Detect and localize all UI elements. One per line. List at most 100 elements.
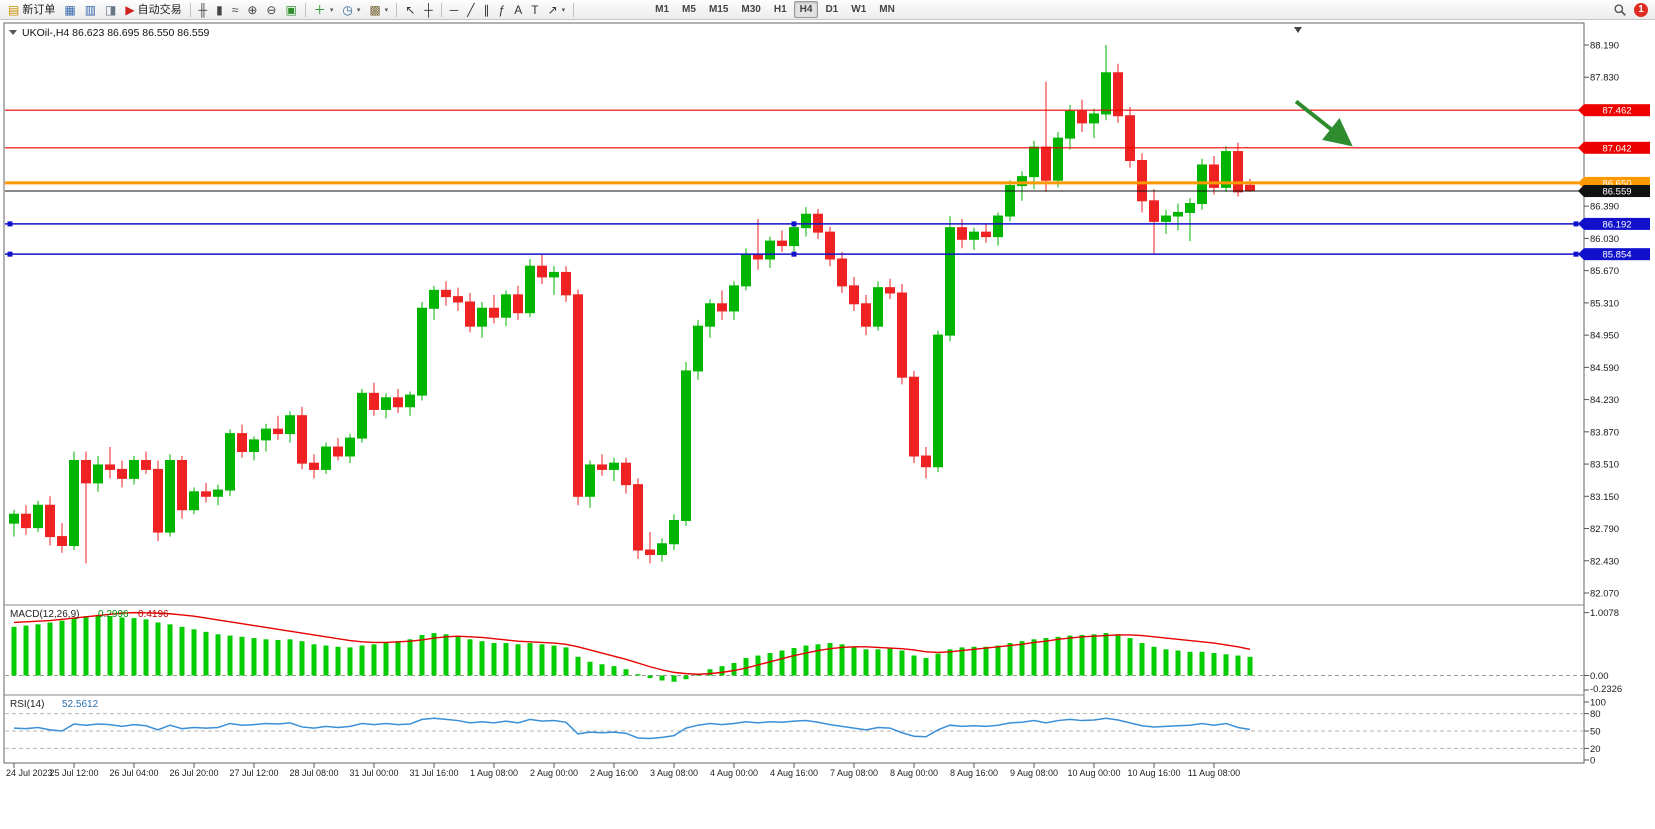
- current-price-badge: [1584, 185, 1650, 198]
- trendline-icon: ╱: [467, 2, 475, 17]
- templates-icon: ▩: [369, 2, 381, 17]
- price-badge-87042: [1584, 141, 1650, 154]
- timeframe-mn[interactable]: MN: [879, 4, 895, 15]
- candlestick-chart-button[interactable]: ▮: [212, 1, 227, 19]
- time-tick-label: 31 Jul 00:00: [349, 768, 398, 778]
- new-order-button[interactable]: ▤ 新订单: [4, 1, 59, 19]
- price-tick-label: 82.790: [1590, 524, 1619, 535]
- channel-button[interactable]: ∥: [480, 1, 494, 19]
- price-tick-label: 86.390: [1590, 202, 1619, 213]
- toolbar-right: 1: [1613, 2, 1651, 17]
- one-click-trading-icon[interactable]: [9, 30, 17, 35]
- tile-windows-icon: ▣: [285, 2, 297, 17]
- crosshair-button[interactable]: ┼: [420, 1, 437, 19]
- macd-axis-label: 1.0078: [1590, 608, 1619, 619]
- line-chart-button[interactable]: ≈: [228, 1, 243, 19]
- templates-button[interactable]: ▩ ▾: [365, 1, 392, 19]
- timeframe-m1[interactable]: M1: [655, 4, 670, 15]
- timeframe-toolbar: M1 M5 M15 M30 H1 H4 D1 W1 MN: [649, 1, 901, 18]
- support-line-86192-handle[interactable]: [7, 221, 13, 227]
- horizontal-line-icon: ─: [449, 2, 459, 17]
- timeframe-d1[interactable]: D1: [825, 4, 839, 15]
- cursor-button[interactable]: ↖: [401, 1, 419, 19]
- timeframe-m5[interactable]: M5: [682, 4, 696, 15]
- indicators-icon: ＋: [313, 2, 326, 17]
- trendline-button[interactable]: ╱: [463, 1, 478, 19]
- tile-windows-button[interactable]: ▣: [281, 1, 300, 19]
- text-label-button[interactable]: T: [527, 1, 542, 19]
- time-tick-label: 2 Aug 00:00: [530, 768, 578, 778]
- trend-arrow-annotation[interactable]: [1294, 99, 1353, 147]
- price-tick-label: 84.590: [1590, 363, 1619, 374]
- time-tick-label: 31 Jul 16:00: [409, 768, 458, 778]
- price-tick-label: 88.190: [1590, 41, 1619, 52]
- zoom-out-button[interactable]: ⊖: [262, 1, 280, 19]
- rsi-axis-label: 80: [1590, 709, 1601, 720]
- toolbar-separator: [396, 2, 398, 17]
- timeframe-h4[interactable]: H4: [793, 1, 819, 18]
- time-tick-label: 8 Aug 16:00: [950, 768, 998, 778]
- text-label-icon: T: [531, 2, 539, 17]
- bar-chart-icon: ╫: [198, 2, 208, 17]
- price-tick-label: 85.670: [1590, 266, 1619, 277]
- chart-shift-marker[interactable]: [1294, 27, 1302, 33]
- rsi-value: 52.5612: [62, 699, 99, 710]
- support-line-86192-handle[interactable]: [791, 221, 797, 227]
- profiles-button[interactable]: ▥: [81, 1, 100, 19]
- object-hlines: [5, 109, 1584, 257]
- toolbar-buttons: ▤ 新订单 ▦ ▥ ◨ ▶ 自动交易 ╫ ▮ ≈ ⊕ ⊖ ▣ ＋ ▾ ◷ ▾ ▩ ▾ ↖ ┼ ─ ╱ ∥ ƒ A T ↗ ▾: [4, 1, 577, 19]
- support-line-85854-handle[interactable]: [1573, 251, 1579, 257]
- toolbar-separator: [440, 2, 442, 17]
- time-tick-label: 2 Aug 16:00: [590, 768, 638, 778]
- indicators-button[interactable]: ＋ ▾: [310, 1, 338, 19]
- charts-window-icon: ▦: [64, 2, 76, 17]
- charts-window-button[interactable]: ▦: [60, 1, 79, 19]
- auto-trading-button-label: 自动交易: [137, 3, 182, 16]
- chart-header: UKOil-,H4 86.623 86.695 86.550 86.559: [9, 27, 1302, 39]
- text-button[interactable]: A: [510, 1, 526, 19]
- green-arrow-icon[interactable]: [1294, 99, 1353, 147]
- data-window-button[interactable]: ◨: [101, 1, 120, 19]
- timeframe-w1[interactable]: W1: [851, 4, 867, 15]
- time-tick-label: 27 Jul 12:00: [229, 768, 278, 778]
- support-line-85854-handle[interactable]: [791, 251, 797, 257]
- periods-icon: ◷: [342, 2, 353, 17]
- macd-axis-label: 0.00: [1590, 671, 1609, 682]
- current-price-badge-label: 86.559: [1602, 187, 1631, 198]
- price-badge-86192: [1584, 217, 1650, 230]
- price-tick-label: 83.150: [1590, 492, 1619, 503]
- time-tick-label: 4 Aug 16:00: [770, 768, 818, 778]
- time-tick-label: 24 Jul 2023: [6, 768, 53, 778]
- search-icon[interactable]: [1613, 3, 1627, 17]
- price-badge-86650-label: 86.650: [1602, 178, 1631, 189]
- price-axis: 88.190 87.830 86.390 86.030 85.670 85.310 84.9…: [1578, 41, 1650, 600]
- bar-chart-button[interactable]: ╫: [195, 1, 212, 19]
- toolbar-separator: [573, 2, 575, 17]
- arrows-button[interactable]: ↗ ▾: [544, 1, 570, 19]
- fibonacci-button[interactable]: ƒ: [495, 1, 510, 19]
- periods-button[interactable]: ◷ ▾: [338, 1, 364, 19]
- price-tick-label: 82.430: [1590, 556, 1619, 567]
- price-badge-87462-label: 87.462: [1602, 106, 1631, 117]
- zoom-in-button[interactable]: ⊕: [243, 1, 261, 19]
- rsi-axis-label: 20: [1590, 744, 1601, 755]
- macd-axis-label: -0.2326: [1590, 684, 1622, 695]
- timeframe-h1[interactable]: H1: [773, 4, 787, 15]
- time-tick-label: 7 Aug 08:00: [830, 768, 878, 778]
- price-tick-label: 82.070: [1590, 589, 1619, 600]
- price-tick-label: 83.870: [1590, 427, 1619, 438]
- time-tick-label: 28 Jul 08:00: [289, 768, 338, 778]
- support-line-86192-handle[interactable]: [1573, 221, 1579, 227]
- auto-trading-button[interactable]: ▶ 自动交易: [121, 1, 185, 19]
- notification-badge[interactable]: 1: [1634, 2, 1648, 17]
- time-tick-label: 26 Jul 04:00: [109, 768, 158, 778]
- support-line-85854-handle[interactable]: [7, 251, 13, 257]
- chart-area[interactable]: UKOil-,H4 86.623 86.695 86.550 86.559 88.…: [0, 20, 1655, 829]
- text-icon: A: [514, 2, 523, 17]
- chevron-down-icon: ▾: [561, 6, 566, 14]
- horizontal-line-button[interactable]: ─: [446, 1, 463, 19]
- timeframe-m30[interactable]: M30: [741, 4, 761, 15]
- timeframe-m15[interactable]: M15: [708, 4, 729, 15]
